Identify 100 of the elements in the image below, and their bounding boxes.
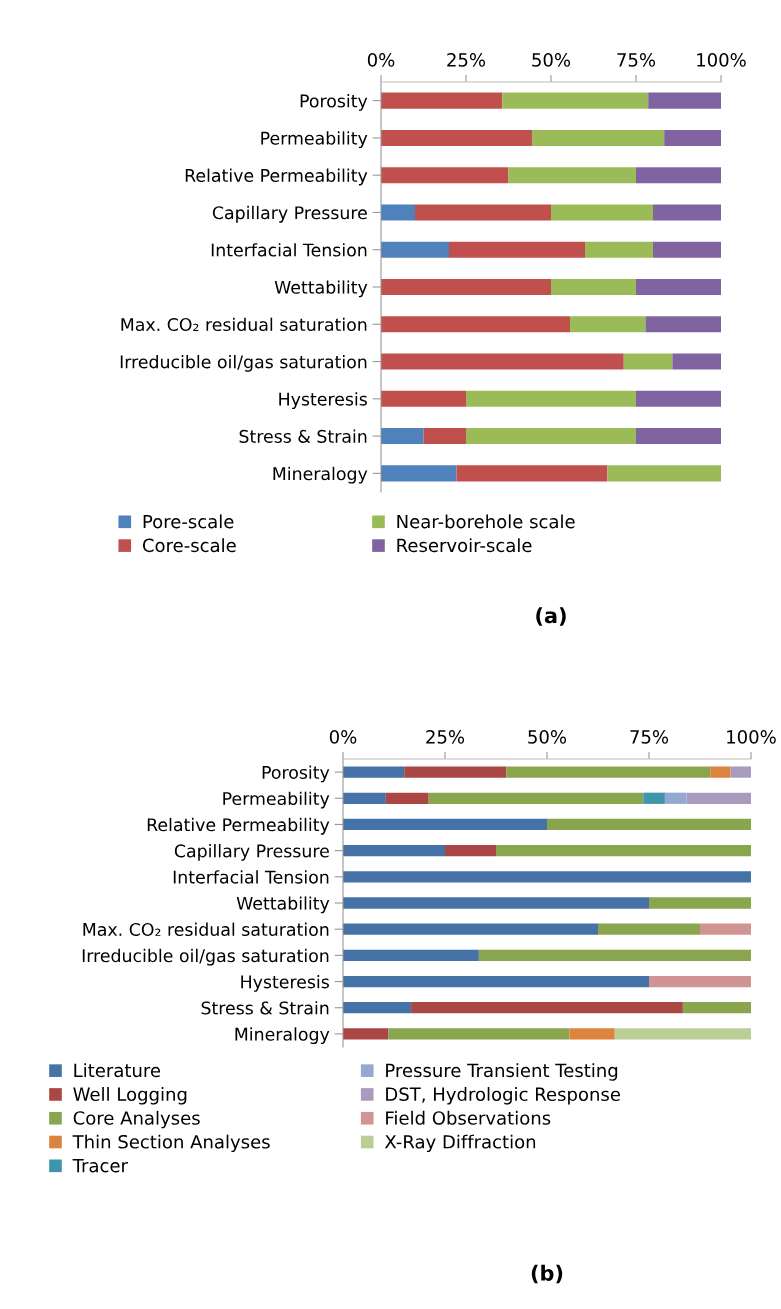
y-tick-label: Wettability [274,280,368,298]
bar [649,975,751,988]
y-tick-label: Irreducible oil/gas saturation [120,354,367,372]
y-tick-label: Capillary Pressure [212,205,367,223]
y-tick-label: Stress & Strain [239,429,367,443]
bar [381,353,624,370]
bar [614,1028,751,1040]
bar [478,949,751,961]
legend-label: Core Analyses [73,1110,200,1129]
x-tick-label: 25% [447,53,486,67]
y-tick-label: Interfacial Tension [211,243,367,257]
bar [466,390,636,407]
bar [531,129,665,146]
legend-label: Tracer [72,1158,128,1173]
bar [496,845,751,857]
x-tick-label: 100% [727,730,776,744]
bar [381,129,532,146]
bar [449,241,585,258]
legend-label: Near-borehole scale [397,514,575,529]
legend-label: X-Ray Diffraction [384,1134,536,1153]
bar [648,92,721,109]
y-tick-label: Permeability [223,791,330,809]
bar [682,1002,751,1014]
legend-label: Reservoir-scale [397,538,532,553]
bar [343,871,751,883]
bar [343,1028,389,1040]
bar [653,204,721,221]
bar [686,792,751,804]
bar [645,316,721,333]
legend-label: Literature [74,1063,161,1078]
bar [456,465,608,482]
y-tick-label: Porosity [262,765,330,783]
bar [385,792,429,804]
bar [653,241,721,258]
x-tick-label: 25% [426,730,465,744]
bar [551,204,653,221]
legend-label: DST, Hydrologic Response [386,1087,620,1105]
bar [508,167,636,184]
y-tick-label: Mineralogy [235,1027,330,1045]
bar [381,390,466,407]
bar [381,241,449,258]
legend-label: Thin Section Analyses [72,1134,270,1153]
y-tick-label: Max. CO₂ residual saturation [83,922,329,937]
bar [343,975,649,988]
text: (b) [531,1264,563,1284]
legend-label: Well Logging [73,1087,187,1105]
bar [343,766,405,778]
bar [710,766,731,778]
legend-label: Pore-scale [143,514,234,529]
bar [343,923,598,935]
bar [547,818,751,831]
bar [466,428,636,445]
x-tick-label: 100% [697,53,746,67]
bar [411,1002,683,1014]
bar [388,1028,570,1040]
bar [381,278,551,296]
bar [343,818,547,831]
bar [623,353,673,370]
bar [649,897,751,909]
bar [636,278,721,296]
x-tick-label: 0% [329,730,357,744]
bar [506,766,711,778]
bar [664,129,721,146]
bar [598,923,700,935]
bar [423,428,466,445]
bar [636,167,721,184]
bar [636,428,721,445]
y-tick-label: Stress & Strain [201,1001,329,1015]
y-tick-label: Mineralogy [273,466,368,484]
legend-label: Core-scale [142,538,236,553]
bar [381,316,571,333]
bar [381,204,415,221]
bar [643,792,665,804]
bar [381,428,424,445]
bar [664,792,687,804]
bar [551,278,636,296]
bar [585,241,653,258]
bar [415,204,551,221]
y-tick-label: Hysteresis [241,974,329,992]
bar [381,92,503,109]
legend-label: Field Observations [386,1110,551,1125]
x-tick-label: 75% [617,53,656,67]
bar [428,792,644,804]
bar [445,845,496,857]
bar [700,923,751,935]
bar [343,845,445,857]
bar [672,353,721,370]
x-tick-label: 50% [532,53,571,67]
bar [730,766,751,778]
y-tick-label: Max. CO₂ residual saturation [121,317,367,332]
y-tick-label: Hysteresis [279,392,367,410]
bar [343,1002,412,1014]
y-tick-label: Relative Permeability [147,817,330,835]
bar [569,1028,615,1040]
y-tick-label: Irreducible oil/gas saturation [82,948,329,966]
x-tick-label: 0% [367,53,395,67]
y-tick-label: Porosity [300,94,368,111]
x-tick-label: 75% [630,730,669,744]
x-tick-label: 50% [528,730,567,744]
text: (a) [536,607,566,626]
